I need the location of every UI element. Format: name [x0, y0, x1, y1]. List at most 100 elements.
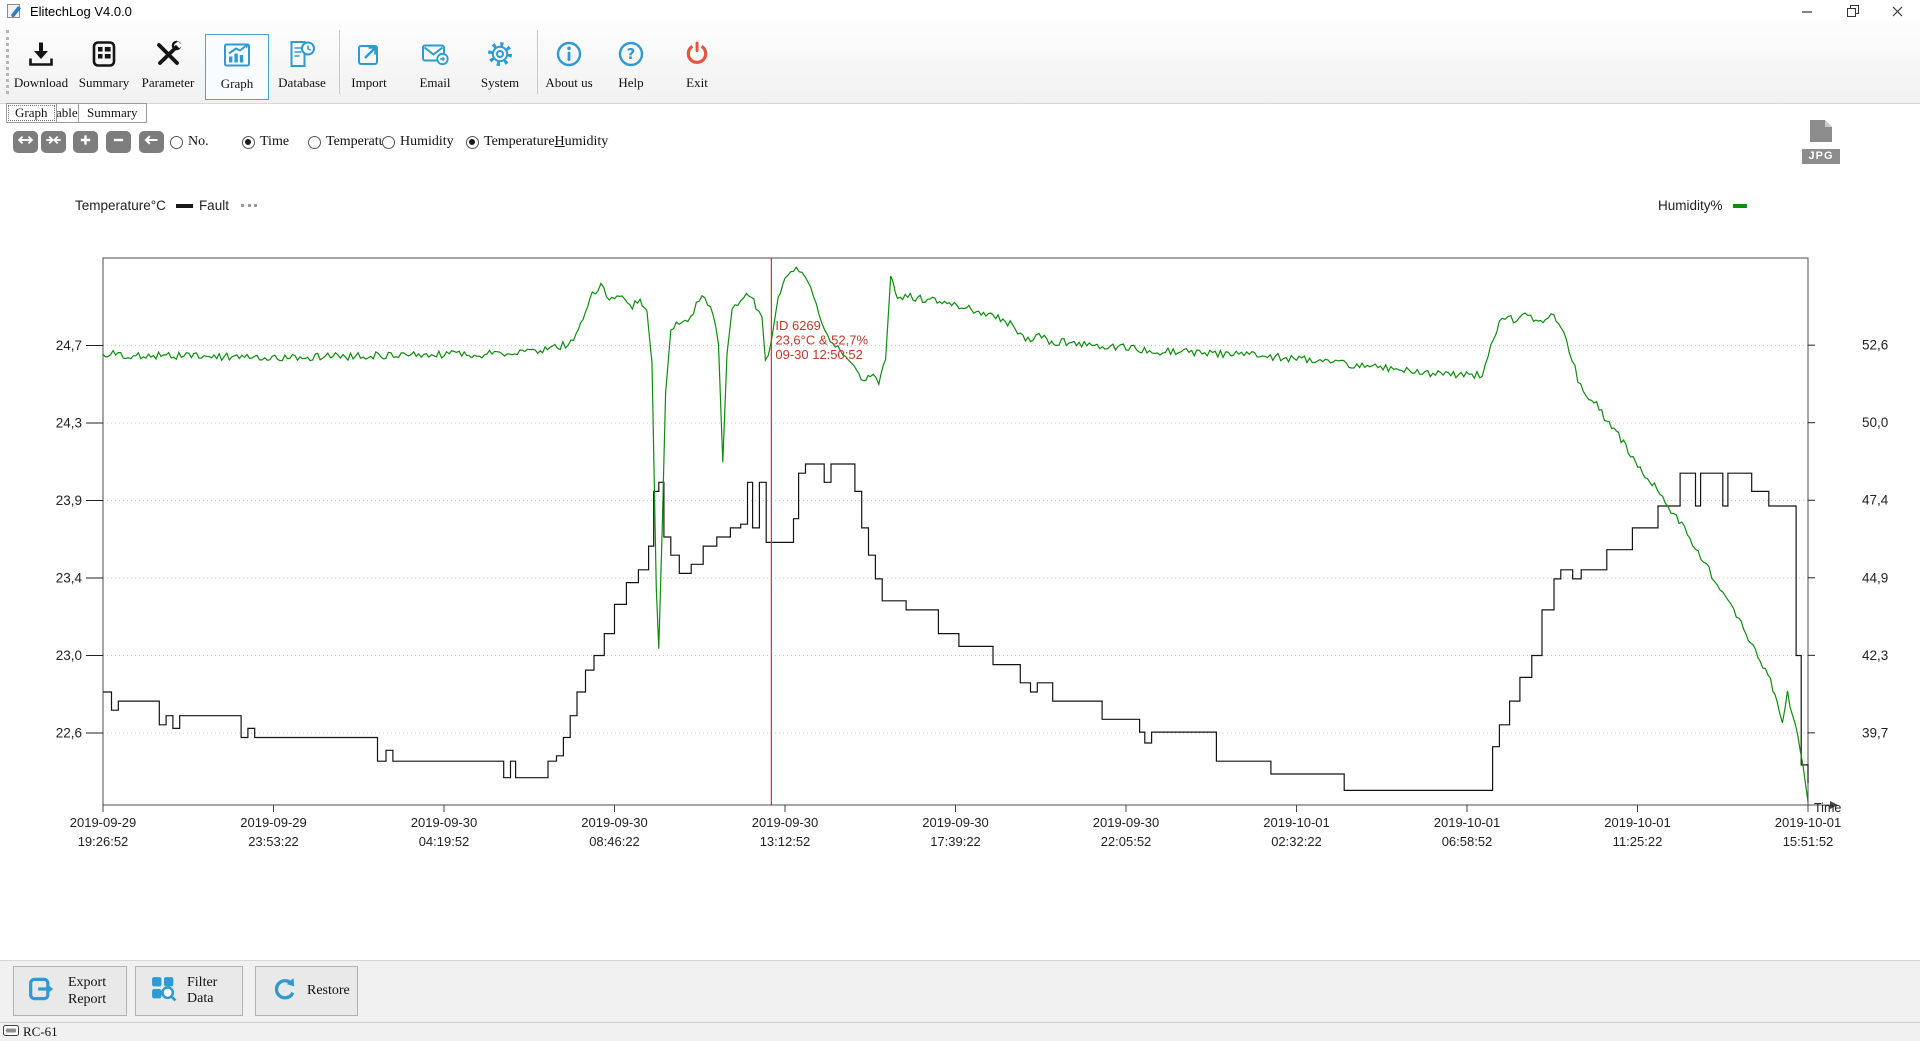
svg-text:23,9: 23,9 — [56, 493, 82, 508]
close-button[interactable] — [1875, 0, 1920, 22]
expand-horizontal-icon — [17, 133, 34, 152]
right-axis-title: Humidity% — [1658, 198, 1723, 213]
svg-text:2019-09-30: 2019-09-30 — [922, 815, 989, 830]
svg-text:23:53:22: 23:53:22 — [248, 834, 299, 849]
main-toolbar: Download Summary Parameter Graph Databas… — [0, 22, 1920, 104]
minus-icon — [110, 133, 127, 152]
toolbar-item-exit[interactable]: Exit — [665, 34, 729, 100]
summary-icon — [89, 41, 119, 73]
restore-button-footer[interactable]: Restore — [255, 966, 358, 1016]
svg-text:2019-10-01: 2019-10-01 — [1263, 815, 1330, 830]
import-icon — [354, 45, 384, 73]
radio-time[interactable]: Time — [242, 134, 289, 150]
svg-text:2019-09-30: 2019-09-30 — [752, 815, 819, 830]
svg-text:02:32:22: 02:32:22 — [1271, 834, 1322, 849]
toolbar-item-graph[interactable]: Graph — [205, 34, 269, 100]
toolbar-item-help[interactable]: ? Help — [599, 34, 663, 100]
tab-graph[interactable]: Graph — [6, 103, 57, 123]
restore-icon — [256, 975, 307, 1007]
toolbar-item-download[interactable]: Download — [9, 34, 73, 100]
fault-label: Fault — [198, 198, 229, 213]
svg-text:04:19:52: 04:19:52 — [419, 834, 470, 849]
toolbar-item-system[interactable]: System — [468, 34, 532, 100]
svg-text:24,3: 24,3 — [56, 416, 82, 431]
radio-humidity[interactable]: Humidity — [382, 134, 454, 150]
window-title: ElitechLog V4.0.0 — [30, 4, 132, 19]
zoom-out-button[interactable] — [106, 131, 131, 153]
database-icon — [287, 41, 317, 73]
svg-text:06:58:52: 06:58:52 — [1442, 834, 1493, 849]
app-icon — [7, 3, 23, 24]
arrow-left-icon — [143, 133, 160, 152]
export-report-icon — [14, 975, 68, 1008]
bottom-bar: Export Report Filter Data Restore — [0, 960, 1920, 1023]
filter-data-icon — [136, 975, 187, 1007]
radio-circle — [170, 135, 183, 149]
svg-text:2019-10-01: 2019-10-01 — [1434, 815, 1501, 830]
filter-data-button[interactable]: Filter Data — [135, 966, 243, 1016]
svg-text:08:46:22: 08:46:22 — [589, 834, 640, 849]
tab-summary[interactable]: Summary — [78, 103, 147, 123]
radio-circle — [382, 135, 395, 149]
toolbar-item-database[interactable]: Database — [270, 34, 334, 100]
zoom-in-button[interactable] — [73, 131, 98, 153]
status-bar: RC-61 — [0, 1022, 1920, 1041]
svg-text:42,3: 42,3 — [1862, 648, 1888, 663]
toolbar-item-parameter[interactable]: Parameter — [136, 34, 200, 100]
legend-left: Temperature°C Fault — [75, 198, 257, 213]
svg-text:44,9: 44,9 — [1862, 570, 1888, 585]
svg-text:2019-09-30: 2019-09-30 — [1093, 815, 1160, 830]
device-label: RC-61 — [23, 1024, 58, 1039]
svg-text:23,4: 23,4 — [56, 570, 83, 585]
toolbar-separator — [339, 30, 340, 94]
email-icon — [420, 44, 450, 73]
left-axis-title: Temperature°C — [75, 198, 166, 213]
radio-temperature[interactable]: Temperatur — [308, 134, 390, 150]
pan-left-button[interactable] — [139, 131, 164, 153]
svg-text:11:25:22: 11:25:22 — [1613, 834, 1663, 849]
export-report-button[interactable]: Export Report — [13, 966, 127, 1016]
system-gear-icon — [485, 42, 515, 73]
svg-text:15:51:52: 15:51:52 — [1783, 834, 1834, 849]
restore-button[interactable] — [1830, 0, 1875, 22]
svg-text:ID 6269: ID 6269 — [775, 318, 821, 333]
export-jpg-button[interactable]: JPG — [1798, 119, 1844, 164]
power-icon — [682, 41, 712, 73]
svg-text:50,0: 50,0 — [1862, 415, 1888, 430]
fault-line-swatch — [175, 203, 193, 208]
graph-icon — [222, 43, 252, 74]
svg-text:24,7: 24,7 — [56, 338, 82, 353]
plus-icon — [77, 133, 94, 152]
help-icon: ? — [616, 41, 646, 73]
svg-text:22:05:52: 22:05:52 — [1101, 834, 1152, 849]
info-icon — [554, 41, 584, 73]
radio-no[interactable]: No. — [170, 134, 209, 150]
minimize-button[interactable] — [1785, 0, 1830, 22]
svg-text:09-30 12:50:52: 09-30 12:50:52 — [775, 347, 862, 362]
radio-circle — [308, 135, 321, 149]
toolbar-item-import[interactable]: Import — [337, 34, 401, 100]
compress-horizontal-button[interactable] — [41, 131, 66, 153]
svg-text:2019-09-30: 2019-09-30 — [411, 815, 478, 830]
toolbar-grip[interactable] — [6, 30, 9, 94]
svg-text:2019-10-01: 2019-10-01 — [1775, 815, 1842, 830]
svg-text:52,6: 52,6 — [1862, 338, 1888, 353]
svg-text:23,6°C & 52,7%: 23,6°C & 52,7% — [775, 333, 868, 348]
svg-text:19:26:52: 19:26:52 — [78, 834, 129, 849]
expand-horizontal-button[interactable] — [13, 131, 38, 153]
svg-text:?: ? — [627, 45, 636, 63]
svg-text:2019-10-01: 2019-10-01 — [1604, 815, 1671, 830]
toolbar-item-summary[interactable]: Summary — [72, 34, 136, 100]
svg-text:2019-09-29: 2019-09-29 — [240, 815, 307, 830]
svg-text:Time: Time — [1814, 801, 1841, 815]
svg-text:17:39:22: 17:39:22 — [930, 834, 981, 849]
svg-text:23,0: 23,0 — [56, 648, 82, 663]
radio-temperature-humidity[interactable]: TemperatureHumidity — [466, 134, 608, 150]
svg-text:22,6: 22,6 — [56, 725, 82, 740]
svg-text:13:12:52: 13:12:52 — [760, 834, 811, 849]
toolbar-item-about[interactable]: About us — [537, 34, 601, 100]
svg-text:47,4: 47,4 — [1862, 493, 1889, 508]
svg-text:39,7: 39,7 — [1862, 725, 1888, 740]
toolbar-item-email[interactable]: Email — [403, 34, 467, 100]
